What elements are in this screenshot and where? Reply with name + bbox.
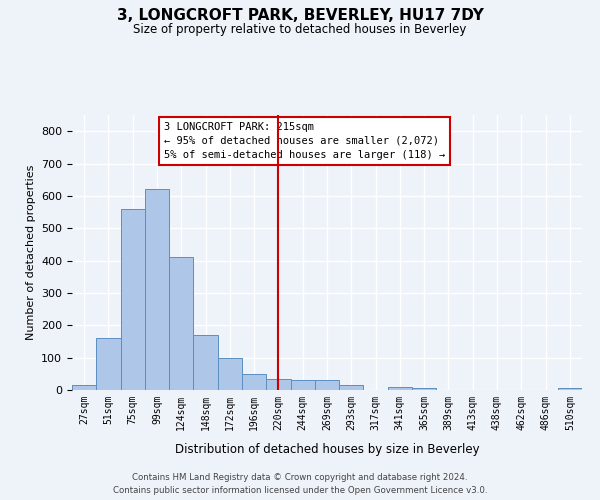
Bar: [290, 380, 315, 390]
Bar: [193, 335, 218, 390]
Bar: [242, 374, 266, 390]
Text: 3 LONGCROFT PARK: 215sqm
← 95% of detached houses are smaller (2,072)
5% of semi: 3 LONGCROFT PARK: 215sqm ← 95% of detach…: [164, 122, 445, 160]
Bar: [121, 209, 145, 390]
Bar: [558, 388, 582, 390]
Bar: [218, 358, 242, 390]
Bar: [72, 385, 96, 390]
Text: Distribution of detached houses by size in Beverley: Distribution of detached houses by size …: [175, 442, 479, 456]
Text: Size of property relative to detached houses in Beverley: Size of property relative to detached ho…: [133, 22, 467, 36]
Text: 3, LONGCROFT PARK, BEVERLEY, HU17 7DY: 3, LONGCROFT PARK, BEVERLEY, HU17 7DY: [116, 8, 484, 22]
Bar: [339, 385, 364, 390]
Bar: [412, 388, 436, 390]
Bar: [145, 190, 169, 390]
Bar: [266, 378, 290, 390]
Bar: [388, 387, 412, 390]
Y-axis label: Number of detached properties: Number of detached properties: [26, 165, 35, 340]
Bar: [169, 258, 193, 390]
Text: Contains HM Land Registry data © Crown copyright and database right 2024.
Contai: Contains HM Land Registry data © Crown c…: [113, 474, 487, 495]
Bar: [315, 380, 339, 390]
Bar: [96, 338, 121, 390]
